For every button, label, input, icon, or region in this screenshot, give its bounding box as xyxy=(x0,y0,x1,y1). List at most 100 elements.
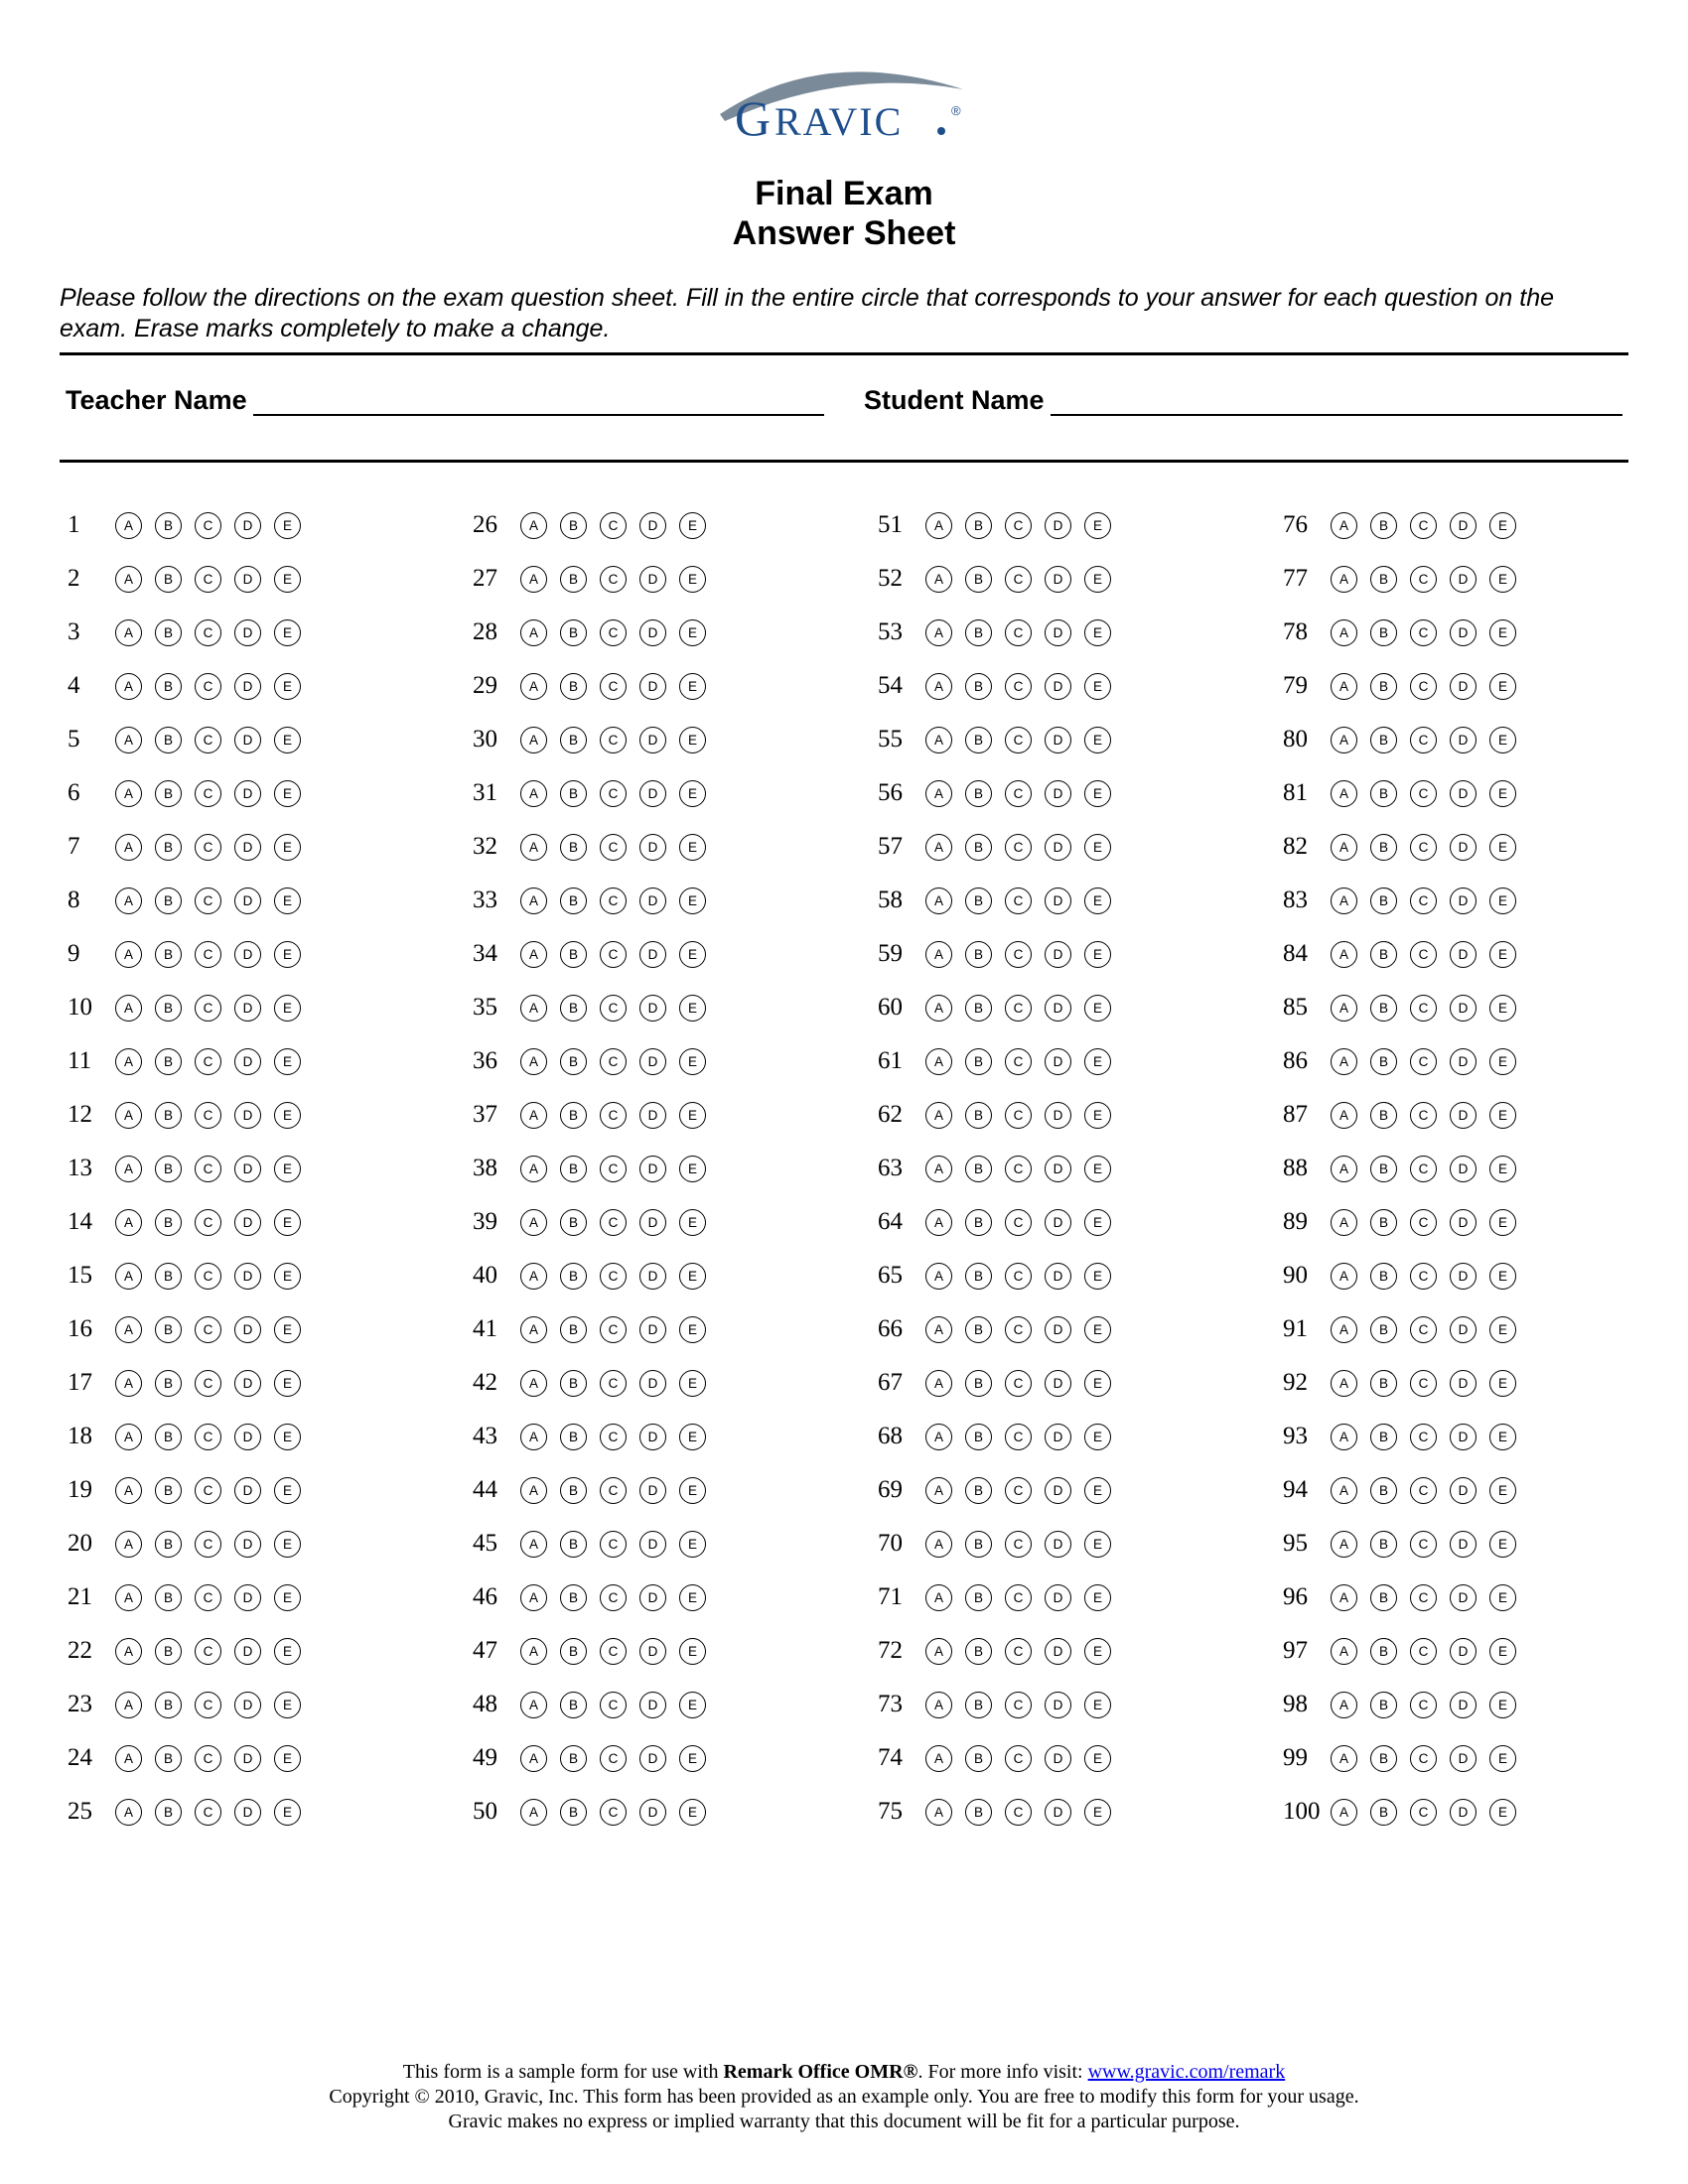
bubble-option[interactable]: A xyxy=(925,512,952,539)
bubble-option[interactable]: A xyxy=(925,887,952,914)
bubble-option[interactable]: B xyxy=(1370,1263,1397,1290)
bubble-option[interactable]: E xyxy=(679,673,706,700)
bubble-option[interactable]: C xyxy=(195,512,221,539)
bubble-option[interactable]: C xyxy=(1410,1745,1437,1772)
bubble-option[interactable]: E xyxy=(679,512,706,539)
bubble-option[interactable]: D xyxy=(639,1692,666,1718)
bubble-option[interactable]: B xyxy=(965,1531,992,1558)
bubble-option[interactable]: E xyxy=(1084,1477,1111,1504)
bubble-option[interactable]: A xyxy=(925,834,952,861)
bubble-option[interactable]: C xyxy=(600,1156,627,1182)
bubble-option[interactable]: A xyxy=(115,512,142,539)
bubble-option[interactable]: D xyxy=(1450,1048,1477,1075)
bubble-option[interactable]: E xyxy=(1489,1584,1516,1611)
bubble-option[interactable]: D xyxy=(639,941,666,968)
bubble-option[interactable]: E xyxy=(274,1209,301,1236)
bubble-option[interactable]: C xyxy=(600,619,627,646)
bubble-option[interactable]: D xyxy=(234,941,261,968)
bubble-option[interactable]: C xyxy=(1005,1048,1032,1075)
bubble-option[interactable]: C xyxy=(195,941,221,968)
bubble-option[interactable]: C xyxy=(195,1638,221,1665)
bubble-option[interactable]: A xyxy=(1331,1638,1357,1665)
bubble-option[interactable]: D xyxy=(1450,941,1477,968)
bubble-option[interactable]: D xyxy=(1450,1531,1477,1558)
bubble-option[interactable]: E xyxy=(274,941,301,968)
bubble-option[interactable]: C xyxy=(195,1048,221,1075)
bubble-option[interactable]: C xyxy=(1005,834,1032,861)
bubble-option[interactable]: D xyxy=(639,1531,666,1558)
bubble-option[interactable]: A xyxy=(115,1638,142,1665)
bubble-option[interactable]: C xyxy=(195,1209,221,1236)
bubble-option[interactable]: D xyxy=(639,1048,666,1075)
bubble-option[interactable]: C xyxy=(1410,1692,1437,1718)
bubble-option[interactable]: C xyxy=(1410,1424,1437,1450)
bubble-option[interactable]: D xyxy=(639,834,666,861)
bubble-option[interactable]: B xyxy=(155,1048,182,1075)
bubble-option[interactable]: C xyxy=(1005,1316,1032,1343)
bubble-option[interactable]: D xyxy=(1450,995,1477,1022)
bubble-option[interactable]: A xyxy=(925,619,952,646)
bubble-option[interactable]: C xyxy=(195,1477,221,1504)
bubble-option[interactable]: A xyxy=(1331,512,1357,539)
bubble-option[interactable]: B xyxy=(1370,512,1397,539)
bubble-option[interactable]: C xyxy=(1005,619,1032,646)
bubble-option[interactable]: B xyxy=(1370,727,1397,753)
bubble-option[interactable]: D xyxy=(639,1424,666,1450)
bubble-option[interactable]: E xyxy=(679,887,706,914)
bubble-option[interactable]: E xyxy=(1489,1477,1516,1504)
bubble-option[interactable]: D xyxy=(1045,780,1071,807)
bubble-option[interactable]: A xyxy=(520,1584,547,1611)
bubble-option[interactable]: C xyxy=(600,1102,627,1129)
bubble-option[interactable]: A xyxy=(115,1316,142,1343)
bubble-option[interactable]: B xyxy=(1370,1156,1397,1182)
bubble-option[interactable]: B xyxy=(1370,566,1397,593)
bubble-option[interactable]: E xyxy=(1489,1156,1516,1182)
bubble-option[interactable]: E xyxy=(1084,1531,1111,1558)
bubble-option[interactable]: C xyxy=(600,566,627,593)
bubble-option[interactable]: C xyxy=(195,1316,221,1343)
bubble-option[interactable]: C xyxy=(1005,566,1032,593)
bubble-option[interactable]: D xyxy=(639,1477,666,1504)
bubble-option[interactable]: C xyxy=(1410,1531,1437,1558)
bubble-option[interactable]: A xyxy=(520,619,547,646)
bubble-option[interactable]: E xyxy=(1084,673,1111,700)
bubble-option[interactable]: E xyxy=(679,619,706,646)
bubble-option[interactable]: D xyxy=(1045,941,1071,968)
bubble-option[interactable]: D xyxy=(639,1102,666,1129)
bubble-option[interactable]: C xyxy=(195,1370,221,1397)
bubble-option[interactable]: A xyxy=(1331,1799,1357,1826)
bubble-option[interactable]: D xyxy=(1450,887,1477,914)
bubble-option[interactable]: C xyxy=(1410,512,1437,539)
bubble-option[interactable]: B xyxy=(155,1477,182,1504)
bubble-option[interactable]: D xyxy=(234,1692,261,1718)
bubble-option[interactable]: E xyxy=(1489,1316,1516,1343)
bubble-option[interactable]: E xyxy=(274,1424,301,1450)
bubble-option[interactable]: A xyxy=(520,1531,547,1558)
bubble-option[interactable]: B xyxy=(155,1799,182,1826)
bubble-option[interactable]: E xyxy=(1489,1638,1516,1665)
bubble-option[interactable]: D xyxy=(1450,1799,1477,1826)
bubble-option[interactable]: D xyxy=(234,1263,261,1290)
bubble-option[interactable]: B xyxy=(1370,1531,1397,1558)
bubble-option[interactable]: A xyxy=(520,512,547,539)
bubble-option[interactable]: D xyxy=(639,512,666,539)
bubble-option[interactable]: A xyxy=(1331,1745,1357,1772)
bubble-option[interactable]: D xyxy=(1450,566,1477,593)
bubble-option[interactable]: E xyxy=(1489,1263,1516,1290)
bubble-option[interactable]: E xyxy=(274,1156,301,1182)
bubble-option[interactable]: C xyxy=(1410,1316,1437,1343)
bubble-option[interactable]: B xyxy=(965,995,992,1022)
bubble-option[interactable]: C xyxy=(1410,995,1437,1022)
bubble-option[interactable]: A xyxy=(925,1209,952,1236)
bubble-option[interactable]: D xyxy=(234,1424,261,1450)
bubble-option[interactable]: A xyxy=(925,1102,952,1129)
bubble-option[interactable]: A xyxy=(1331,941,1357,968)
bubble-option[interactable]: A xyxy=(520,995,547,1022)
bubble-option[interactable]: C xyxy=(600,673,627,700)
bubble-option[interactable]: B xyxy=(1370,1424,1397,1450)
bubble-option[interactable]: E xyxy=(274,1584,301,1611)
bubble-option[interactable]: C xyxy=(1410,1370,1437,1397)
bubble-option[interactable]: E xyxy=(1489,1102,1516,1129)
bubble-option[interactable]: D xyxy=(1450,1692,1477,1718)
bubble-option[interactable]: A xyxy=(520,1692,547,1718)
